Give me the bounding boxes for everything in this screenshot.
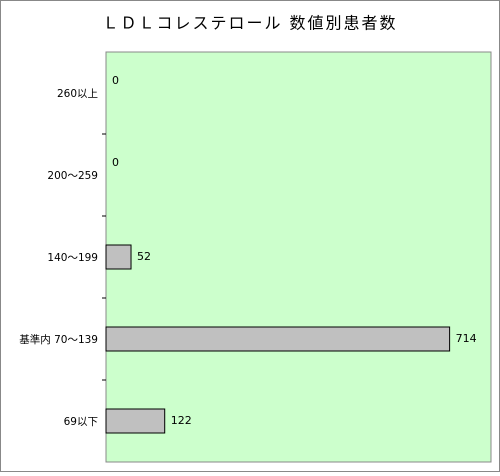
bar: [105, 326, 451, 352]
y-tick-label: 200～259: [47, 170, 98, 182]
bar: [105, 244, 132, 270]
value-label: 714: [456, 332, 477, 345]
y-tick-label: 基準内 70～139: [19, 333, 98, 346]
y-tick-label: 140～199: [47, 252, 98, 264]
value-label: 0: [112, 74, 119, 87]
plot-area: [105, 51, 492, 463]
value-label: 52: [137, 250, 151, 263]
chart-title: ＬＤＬコレステロール 数値別患者数: [102, 14, 397, 33]
y-tick-label: 260以上: [57, 88, 98, 100]
value-label: 0: [112, 156, 119, 169]
bar: [105, 408, 166, 434]
value-label: 122: [171, 414, 192, 427]
y-tick-label: 69以下: [64, 416, 98, 428]
